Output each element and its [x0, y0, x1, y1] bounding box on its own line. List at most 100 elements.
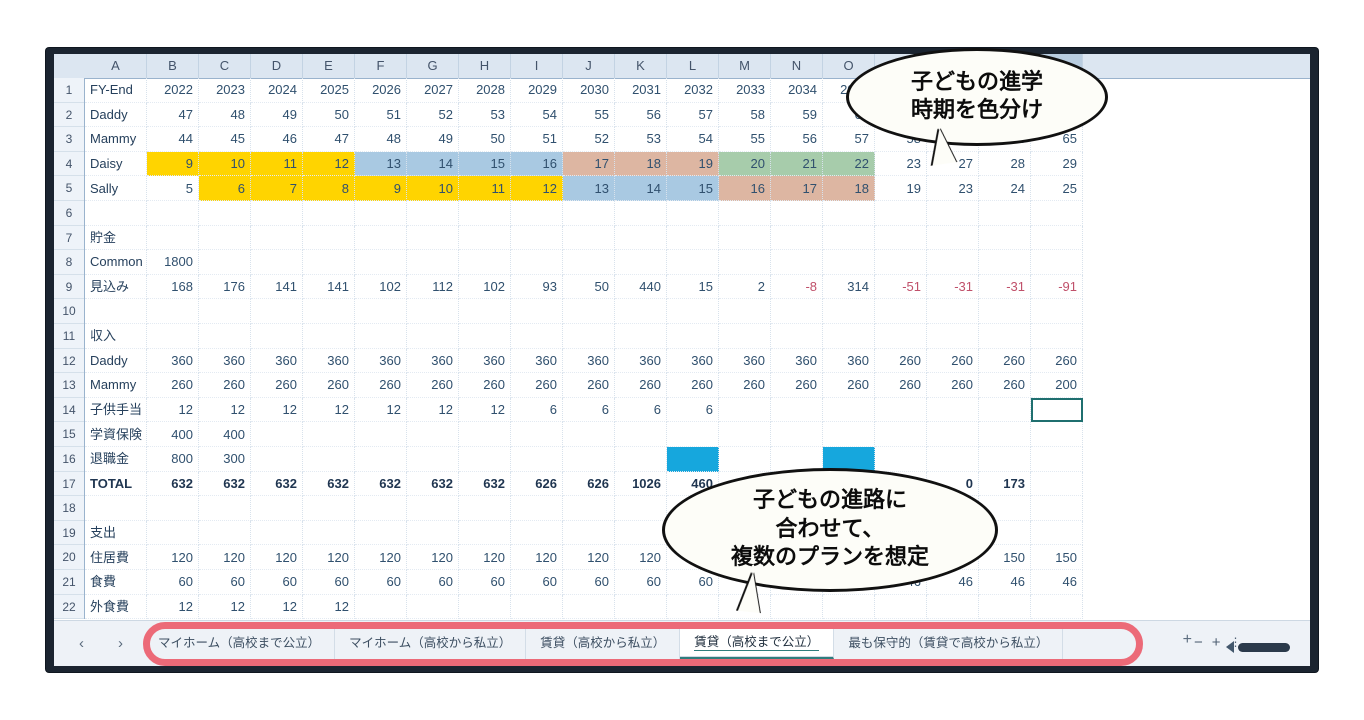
cell-f2[interactable]: 51 — [355, 102, 407, 128]
cell-k13[interactable]: 260 — [615, 373, 667, 398]
cell-j20[interactable]: 120 — [563, 545, 615, 570]
cell-i19[interactable] — [511, 520, 563, 546]
cell-d7[interactable] — [251, 225, 303, 251]
cell-g11[interactable] — [407, 324, 459, 349]
cell-l14[interactable]: 6 — [667, 397, 719, 423]
cell-f13[interactable]: 260 — [355, 373, 407, 398]
cell-j21[interactable]: 60 — [563, 570, 615, 595]
cell-k22[interactable] — [615, 594, 667, 620]
cell-b13[interactable]: 260 — [147, 373, 199, 398]
cell-i11[interactable] — [511, 324, 563, 349]
cell-x11[interactable] — [979, 324, 1031, 349]
cell-w4[interactable]: 27 — [927, 151, 979, 177]
cell-a6[interactable] — [85, 201, 147, 226]
cell-x5[interactable]: 24 — [979, 176, 1031, 201]
cell-e12[interactable]: 360 — [303, 348, 355, 374]
cell-e10[interactable] — [303, 299, 355, 324]
row-header-3[interactable]: 3 — [54, 127, 84, 152]
cell-c7[interactable] — [199, 225, 251, 251]
cell-n4[interactable]: 21 — [771, 151, 823, 177]
cell-w12[interactable]: 260 — [927, 348, 979, 374]
cell-j16[interactable] — [563, 447, 615, 472]
cell-f17[interactable]: 632 — [355, 471, 407, 497]
cell-y8[interactable] — [1031, 250, 1083, 275]
cell-v22[interactable] — [875, 594, 927, 620]
cell-c19[interactable] — [199, 520, 251, 546]
cell-c15[interactable]: 400 — [199, 422, 251, 447]
cell-k2[interactable]: 56 — [615, 102, 667, 128]
column-header-b[interactable]: B — [147, 54, 199, 78]
cell-c14[interactable]: 12 — [199, 397, 251, 423]
cell-d18[interactable] — [251, 496, 303, 521]
cell-e19[interactable] — [303, 520, 355, 546]
cell-k4[interactable]: 18 — [615, 151, 667, 177]
cell-a15[interactable]: 学資保険 — [85, 422, 147, 447]
column-header-n[interactable]: N — [771, 54, 823, 78]
cell-w8[interactable] — [927, 250, 979, 275]
cell-f18[interactable] — [355, 496, 407, 521]
cell-y10[interactable] — [1031, 299, 1083, 324]
cell-b1[interactable]: 2022 — [147, 78, 199, 103]
cell-y11[interactable] — [1031, 324, 1083, 349]
cell-h10[interactable] — [459, 299, 511, 324]
row-header-8[interactable]: 8 — [54, 250, 84, 275]
cell-c3[interactable]: 45 — [199, 127, 251, 152]
sheet-prev-icon[interactable]: ‹ — [79, 634, 84, 652]
cell-b2[interactable]: 47 — [147, 102, 199, 128]
cell-l4[interactable]: 19 — [667, 151, 719, 177]
cell-b17[interactable]: 632 — [147, 471, 199, 497]
cell-v4[interactable]: 23 — [875, 151, 927, 177]
cell-j17[interactable]: 626 — [563, 471, 615, 497]
row-header-10[interactable]: 10 — [54, 299, 84, 324]
cell-o5[interactable]: 18 — [823, 176, 875, 201]
cell-y12[interactable]: 260 — [1031, 348, 1083, 374]
cell-v13[interactable]: 260 — [875, 373, 927, 398]
cell-b6[interactable] — [147, 201, 199, 226]
cell-m5[interactable]: 16 — [719, 176, 771, 201]
cell-m7[interactable] — [719, 225, 771, 251]
row-header-19[interactable]: 19 — [54, 521, 84, 546]
cell-j8[interactable] — [563, 250, 615, 275]
cell-a12[interactable]: Daddy — [85, 348, 147, 374]
cell-l5[interactable]: 15 — [667, 176, 719, 201]
cell-e13[interactable]: 260 — [303, 373, 355, 398]
cell-g2[interactable]: 52 — [407, 102, 459, 128]
cell-b5[interactable]: 5 — [147, 176, 199, 201]
cell-h19[interactable] — [459, 520, 511, 546]
cell-i16[interactable] — [511, 447, 563, 472]
cell-n13[interactable]: 260 — [771, 373, 823, 398]
cell-a22[interactable]: 外食費 — [85, 594, 147, 620]
row-header-1[interactable]: 1 — [54, 78, 84, 103]
cell-x6[interactable] — [979, 201, 1031, 226]
cell-j14[interactable]: 6 — [563, 397, 615, 423]
cell-w15[interactable] — [927, 422, 979, 447]
cell-g21[interactable]: 60 — [407, 570, 459, 595]
cell-c22[interactable]: 12 — [199, 594, 251, 620]
cell-y13[interactable]: 200 — [1031, 373, 1083, 398]
cell-y6[interactable] — [1031, 201, 1083, 226]
cell-h13[interactable]: 260 — [459, 373, 511, 398]
cell-j12[interactable]: 360 — [563, 348, 615, 374]
sheet-tab-1[interactable]: マイホーム（高校まで公立） — [144, 625, 336, 659]
cell-a13[interactable]: Mammy — [85, 373, 147, 398]
cell-y5[interactable]: 25 — [1031, 176, 1083, 201]
cell-o10[interactable] — [823, 299, 875, 324]
cell-k17[interactable]: 1026 — [615, 471, 667, 497]
cell-n11[interactable] — [771, 324, 823, 349]
add-sheet-icon[interactable]: + — [1182, 631, 1192, 648]
cell-h4[interactable]: 15 — [459, 151, 511, 177]
cell-a3[interactable]: Mammy — [85, 127, 147, 152]
cell-j2[interactable]: 55 — [563, 102, 615, 128]
cell-h8[interactable] — [459, 250, 511, 275]
cell-a8[interactable]: Common — [85, 250, 147, 275]
cell-k12[interactable]: 360 — [615, 348, 667, 374]
sheet-nav-arrows[interactable]: ‹ › — [62, 629, 140, 657]
row-header-9[interactable]: 9 — [54, 275, 84, 300]
cell-d16[interactable] — [251, 447, 303, 472]
zoom-in-icon[interactable]: + — [1211, 633, 1221, 651]
cell-a16[interactable]: 退職金 — [85, 447, 147, 472]
cell-c13[interactable]: 260 — [199, 373, 251, 398]
cell-f15[interactable] — [355, 422, 407, 447]
cell-l16[interactable] — [667, 447, 719, 472]
row-header-20[interactable]: 20 — [54, 545, 84, 570]
